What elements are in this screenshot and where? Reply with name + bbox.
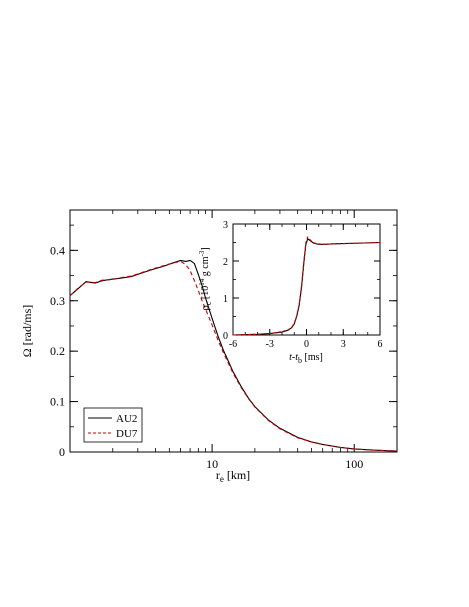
inset-xtick-label: -3 (266, 339, 274, 350)
inset-y-axis-label: ρc [1014 g cm-3] (198, 247, 213, 310)
inset-xtick-label: 0 (304, 339, 309, 350)
legend: AU2 DU7 (83, 407, 143, 443)
main-x-axis-label: re [km] (216, 468, 250, 484)
inset-xtick-label: -6 (229, 339, 237, 350)
main-ytick-label: 0.3 (50, 294, 65, 308)
main-ytick-label: 0.1 (50, 395, 65, 409)
main-ytick-label: 0.4 (50, 243, 65, 257)
inset-xtick-label: 3 (341, 339, 346, 350)
main-plot-frame (69, 209, 398, 453)
main-ytick-label: 0 (59, 445, 65, 459)
inset-ytick-label: 2 (223, 257, 228, 268)
main-xtick-labels: 10 100 (206, 457, 363, 471)
main-y-axis-label: Ω [rad/ms] (20, 305, 34, 358)
inset-ytick-label: 3 (223, 220, 228, 231)
inset-ytick-label: 0 (223, 331, 228, 342)
inset-series-line-1 (232, 236, 381, 336)
main-ytick-label: 0.2 (50, 344, 65, 358)
inset-ytick-label: 1 (223, 294, 228, 305)
legend-label-du7: DU7 (116, 428, 138, 440)
main-ticks (70, 210, 398, 453)
inset-x-axis-label: t-tb [ms] (289, 352, 323, 365)
inset-xtick-label: 6 (378, 339, 383, 350)
main-series (69, 259, 398, 452)
inset-xtick-labels: -6 -3 0 3 6 (229, 339, 383, 350)
legend-box (83, 407, 143, 443)
legend-label-au2: AU2 (116, 413, 137, 425)
main-ytick-labels: 0 0.1 0.2 0.3 0.4 (50, 243, 65, 459)
main-xtick-label: 100 (345, 457, 363, 471)
inset-chart: 0 1 2 3 -6 -3 0 3 6 ρc [1014 g cm-3] t-tb [ms] (198, 220, 383, 365)
main-xtick-label: 10 (206, 457, 218, 471)
inset-background (233, 224, 380, 335)
main-chart: 00.10.20.30.4 10 100 Ω [rad/ms] re [km] A… (20, 209, 398, 484)
inset-series (232, 236, 381, 336)
main-series-line-du7 (69, 260, 398, 452)
inset-ytick-labels: 0 1 2 3 (223, 220, 228, 342)
inset-ticks (232, 223, 381, 336)
